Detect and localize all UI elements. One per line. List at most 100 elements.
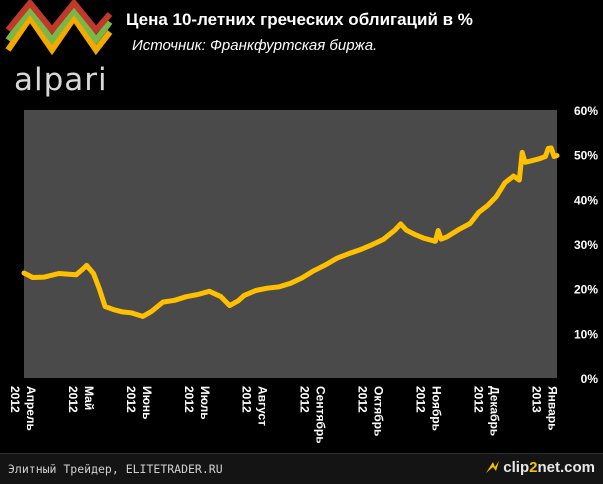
- data-point: [357, 247, 363, 253]
- chart-title: Цена 10-летних греческих облигаций в %: [126, 10, 473, 29]
- chart-subtitle: Источник: Франкфуртская биржа.: [132, 37, 378, 54]
- y-tick-label: 0%: [581, 372, 599, 386]
- data-point: [253, 288, 258, 293]
- footer-bar: Элитный Трейдер, ELITETRADER.RU clip2net…: [0, 453, 603, 484]
- data-point: [134, 312, 140, 317]
- data-point: [334, 255, 340, 261]
- alpari-logo: alpari: [0, 0, 118, 110]
- data-point: [467, 221, 473, 226]
- data-point: [97, 286, 102, 292]
- data-point: [56, 271, 62, 276]
- clip2net-watermark: clip2net.com: [484, 459, 595, 479]
- data-point: [172, 298, 177, 303]
- data-point: [444, 234, 450, 240]
- data-point: [128, 310, 134, 316]
- data-point: [398, 221, 403, 227]
- x-tick-year: 2012: [124, 386, 138, 413]
- data-point: [421, 235, 427, 241]
- x-tick-month: Январь: [545, 386, 559, 430]
- data-point: [311, 268, 317, 274]
- data-point: [519, 150, 525, 155]
- y-tick-label: 10%: [574, 327, 598, 341]
- x-tick-year: 2012: [240, 386, 254, 413]
- data-point: [522, 160, 528, 165]
- x-tick-year: 2012: [182, 386, 196, 413]
- y-tick-label: 30%: [574, 238, 598, 252]
- data-point: [236, 298, 241, 304]
- x-tick-year: 2012: [414, 386, 428, 413]
- x-tick-month: Ноябрь: [430, 386, 444, 431]
- data-point: [183, 294, 189, 300]
- data-point: [91, 271, 96, 276]
- data-point: [227, 303, 232, 308]
- data-point: [493, 194, 499, 199]
- plot-area: [24, 110, 557, 378]
- data-point: [241, 293, 247, 298]
- data-point: [195, 292, 201, 297]
- logo-text: alpari: [14, 62, 108, 98]
- data-point: [42, 274, 47, 280]
- x-tick-month: Июнь: [140, 386, 154, 420]
- data-point: [412, 232, 418, 237]
- y-tick-label: 50%: [574, 149, 598, 163]
- x-tick-month: Август: [256, 386, 270, 426]
- watermark-two: 2: [529, 459, 538, 476]
- data-point: [369, 242, 374, 248]
- data-point: [207, 289, 212, 294]
- data-point: [502, 180, 508, 186]
- data-point: [102, 304, 108, 309]
- x-tick-month: Сентябрь: [314, 386, 328, 444]
- data-point: [511, 173, 516, 179]
- data-point: [265, 285, 270, 291]
- x-tick-year: 2013: [529, 386, 543, 413]
- data-point: [323, 262, 328, 268]
- data-point: [346, 251, 351, 257]
- y-tick-label: 20%: [574, 283, 598, 297]
- x-tick-year: 2012: [471, 386, 485, 413]
- logo-chevrons-icon: [5, 0, 113, 56]
- data-point: [79, 267, 85, 273]
- data-point: [288, 281, 293, 286]
- data-point: [438, 236, 444, 242]
- data-point: [485, 203, 490, 208]
- y-tick-label: 40%: [574, 193, 598, 207]
- data-point: [548, 145, 554, 151]
- data-point: [299, 275, 305, 281]
- data-point: [149, 309, 154, 314]
- x-tick-month: Октябрь: [372, 386, 386, 436]
- x-tick-year: 2012: [8, 386, 22, 413]
- data-point: [140, 314, 146, 319]
- x-tick-month: Декабрь: [487, 386, 501, 436]
- y-tick-label: 60%: [574, 104, 598, 118]
- x-tick-year: 2012: [66, 386, 80, 413]
- y-axis: 60% 50% 40% 30% 20% 10% 0%: [574, 104, 598, 386]
- data-point: [528, 158, 534, 164]
- x-tick-year: 2012: [356, 386, 370, 413]
- data-point: [160, 299, 166, 305]
- data-point: [543, 154, 548, 159]
- data-point: [21, 270, 27, 276]
- data-point: [392, 227, 398, 233]
- data-point: [554, 153, 560, 158]
- data-point: [476, 210, 482, 215]
- data-point: [73, 272, 79, 278]
- data-point: [84, 263, 89, 268]
- x-tick-year: 2012: [298, 386, 312, 413]
- data-point: [404, 227, 409, 233]
- x-tick-month: Май: [82, 386, 96, 410]
- series-points: [21, 145, 560, 319]
- data-point: [537, 156, 542, 161]
- data-point: [456, 227, 461, 232]
